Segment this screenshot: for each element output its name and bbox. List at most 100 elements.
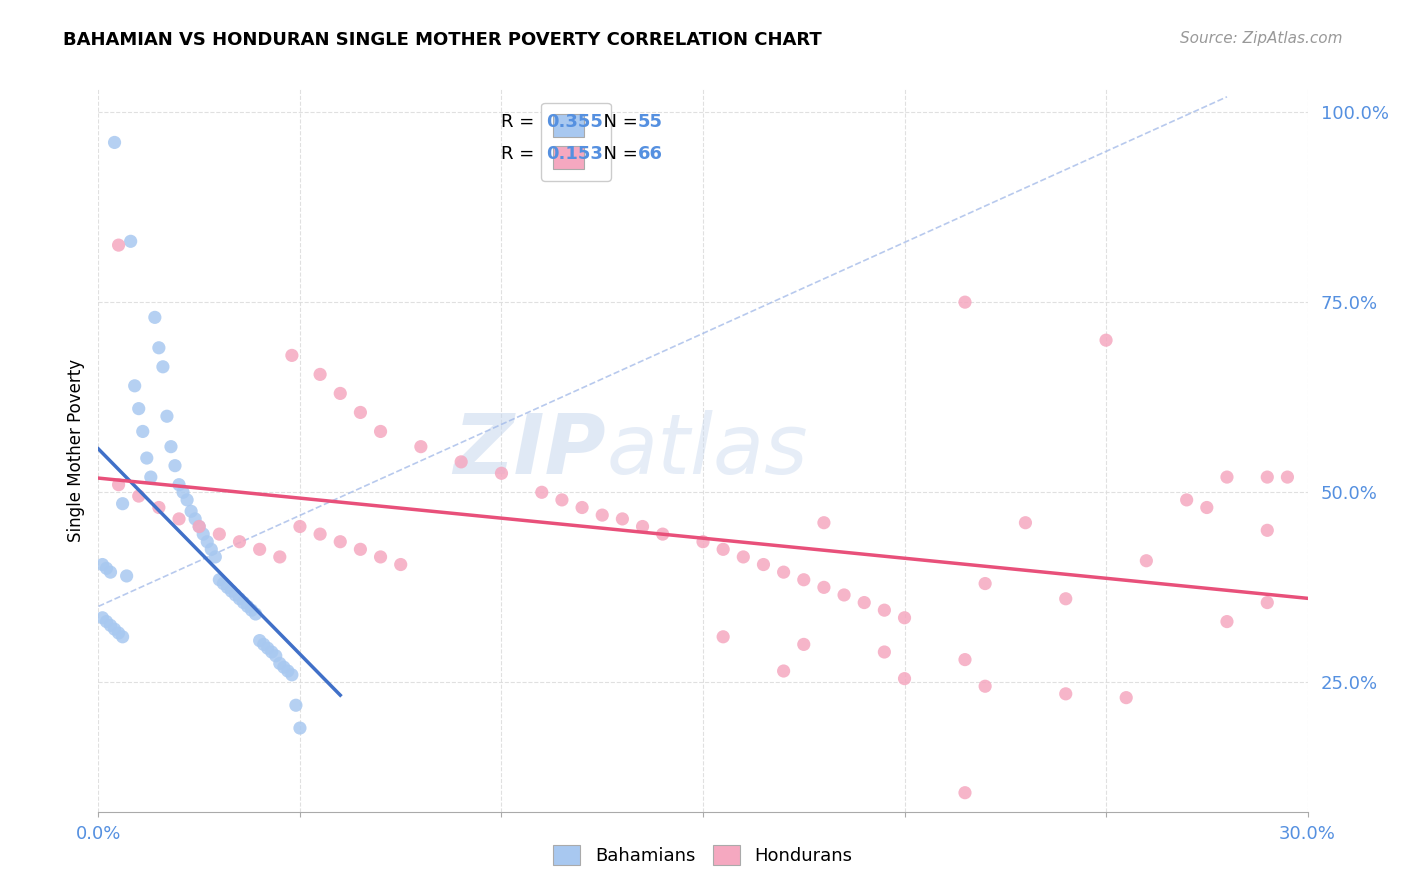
Point (232, 596, 254, 610)
Point (1216, 470, 1239, 484)
Text: 66: 66 (638, 145, 662, 163)
Point (180, 504, 202, 518)
Point (184, 512, 207, 526)
Point (249, 542, 271, 557)
Point (221, 584, 243, 599)
Point (530, 485, 553, 500)
Point (273, 660, 295, 674)
Point (752, 558, 775, 572)
Point (167, 512, 190, 526)
Point (1095, 333, 1118, 347)
Point (249, 633, 271, 648)
Point (711, 542, 734, 557)
Point (349, 542, 371, 557)
Y-axis label: Single Mother Poverty: Single Mother Poverty (66, 359, 84, 542)
Text: Source: ZipAtlas.com: Source: ZipAtlas.com (1180, 31, 1343, 46)
Text: 0.355: 0.355 (546, 112, 603, 131)
Point (200, 542, 222, 557)
Point (1135, 554, 1157, 568)
Point (772, 565, 794, 579)
Legend: Bahamians, Hondurans: Bahamians, Hondurans (546, 838, 860, 872)
Point (370, 549, 392, 564)
Point (491, 467, 513, 481)
Point (103, 136, 125, 150)
Point (269, 549, 291, 564)
Point (853, 596, 876, 610)
Point (208, 573, 231, 587)
Point (91, 558, 114, 572)
Point (107, 626, 129, 640)
Point (176, 492, 198, 507)
Point (793, 637, 815, 651)
Point (309, 527, 332, 541)
Point (953, 786, 976, 800)
Point (139, 470, 162, 484)
Text: N =: N = (592, 145, 644, 163)
Point (256, 641, 278, 656)
Point (208, 527, 231, 541)
Point (409, 440, 432, 454)
Point (245, 607, 267, 621)
Point (228, 591, 250, 606)
Point (692, 534, 714, 549)
Point (284, 698, 307, 713)
Point (281, 668, 304, 682)
Point (111, 497, 134, 511)
Text: R =: R = (501, 145, 546, 163)
Point (264, 648, 287, 663)
Point (100, 618, 122, 632)
Point (1195, 500, 1218, 515)
Point (128, 489, 150, 503)
Point (91, 611, 114, 625)
Text: atlas: atlas (606, 410, 808, 491)
Point (236, 599, 259, 614)
Point (96, 561, 118, 575)
Point (309, 368, 332, 382)
Point (260, 645, 283, 659)
Point (1256, 470, 1278, 484)
Point (253, 637, 276, 651)
Point (1277, 470, 1299, 484)
Point (277, 664, 299, 678)
Point (591, 508, 613, 522)
Point (813, 516, 835, 530)
Point (228, 534, 250, 549)
Point (204, 549, 226, 564)
Point (172, 485, 194, 500)
Point (107, 477, 129, 491)
Point (1175, 492, 1198, 507)
Point (128, 401, 150, 416)
Text: BAHAMIAN VS HONDURAN SINGLE MOTHER POVERTY CORRELATION CHART: BAHAMIAN VS HONDURAN SINGLE MOTHER POVER… (63, 31, 823, 49)
Point (148, 341, 170, 355)
Point (873, 645, 896, 659)
Point (631, 519, 654, 533)
Point (953, 652, 976, 666)
Point (269, 657, 291, 671)
Point (813, 580, 835, 594)
Point (152, 359, 174, 374)
Point (224, 588, 246, 602)
Point (148, 500, 170, 515)
Point (1256, 596, 1278, 610)
Point (163, 458, 186, 473)
Point (450, 455, 472, 469)
Point (832, 588, 855, 602)
Point (217, 580, 239, 594)
Point (974, 679, 997, 693)
Point (349, 405, 371, 419)
Point (212, 576, 235, 591)
Point (711, 630, 734, 644)
Point (120, 235, 142, 249)
Point (240, 603, 263, 617)
Text: 55: 55 (638, 112, 662, 131)
Point (167, 477, 190, 491)
Point (288, 519, 311, 533)
Point (551, 492, 574, 507)
Point (974, 576, 997, 591)
Point (571, 500, 593, 515)
Legend: , : , (541, 103, 612, 180)
Point (195, 534, 218, 549)
Point (772, 664, 794, 678)
Point (1014, 516, 1036, 530)
Point (193, 527, 215, 541)
